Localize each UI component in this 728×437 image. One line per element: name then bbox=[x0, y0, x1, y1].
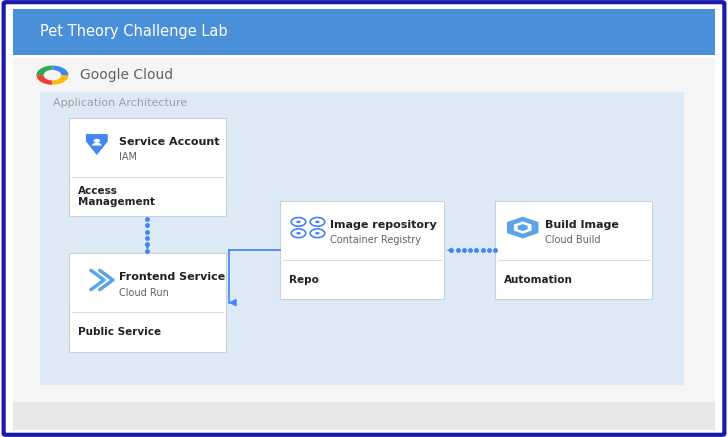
Text: Service Account: Service Account bbox=[119, 137, 219, 146]
Text: Build Image: Build Image bbox=[545, 220, 618, 229]
Text: Google Cloud: Google Cloud bbox=[80, 68, 173, 82]
FancyBboxPatch shape bbox=[4, 2, 724, 435]
FancyBboxPatch shape bbox=[13, 58, 715, 430]
FancyBboxPatch shape bbox=[280, 201, 444, 299]
Text: Image repository: Image repository bbox=[330, 220, 437, 229]
Circle shape bbox=[315, 232, 320, 235]
Circle shape bbox=[94, 139, 100, 143]
Text: Repo: Repo bbox=[289, 275, 319, 284]
FancyBboxPatch shape bbox=[69, 253, 226, 352]
Circle shape bbox=[296, 232, 301, 235]
Text: Frontend Service: Frontend Service bbox=[119, 272, 225, 282]
Circle shape bbox=[44, 70, 61, 80]
Wedge shape bbox=[52, 75, 68, 85]
FancyBboxPatch shape bbox=[13, 402, 715, 430]
Polygon shape bbox=[514, 222, 531, 234]
Text: IAM: IAM bbox=[119, 153, 137, 162]
Wedge shape bbox=[36, 75, 52, 85]
FancyBboxPatch shape bbox=[13, 9, 715, 55]
Text: Cloud Build: Cloud Build bbox=[545, 236, 600, 245]
Text: Automation: Automation bbox=[504, 275, 573, 284]
Text: Cloud Run: Cloud Run bbox=[119, 288, 169, 298]
Text: Pet Theory Challenge Lab: Pet Theory Challenge Lab bbox=[40, 24, 228, 39]
FancyBboxPatch shape bbox=[40, 92, 684, 385]
FancyBboxPatch shape bbox=[495, 201, 652, 299]
Circle shape bbox=[296, 221, 301, 223]
Wedge shape bbox=[52, 66, 68, 75]
Wedge shape bbox=[92, 143, 102, 146]
Wedge shape bbox=[36, 66, 52, 75]
Polygon shape bbox=[507, 217, 539, 239]
Text: Container Registry: Container Registry bbox=[330, 236, 421, 245]
Polygon shape bbox=[518, 224, 528, 231]
Text: Application Architecture: Application Architecture bbox=[53, 98, 187, 108]
Polygon shape bbox=[86, 134, 108, 155]
Text: Access
Management: Access Management bbox=[78, 186, 155, 208]
Circle shape bbox=[315, 221, 320, 223]
FancyBboxPatch shape bbox=[69, 118, 226, 216]
Text: Public Service: Public Service bbox=[78, 327, 161, 337]
